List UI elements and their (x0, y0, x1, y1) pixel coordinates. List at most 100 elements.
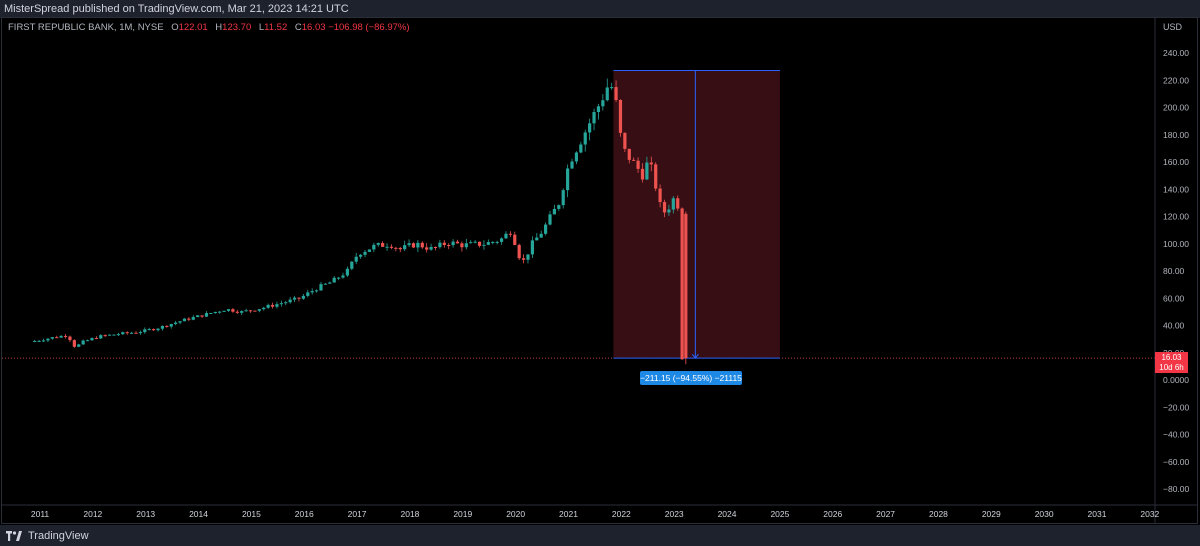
time-tick-label: 2021 (559, 509, 578, 519)
candle-body (477, 241, 482, 246)
candle-body (469, 242, 473, 244)
candle-body (130, 332, 134, 334)
candle-body (592, 112, 596, 124)
measure-label[interactable]: −211.15 (−94.55%) −21115 (640, 371, 742, 385)
candle-body (570, 161, 574, 169)
candle-body (372, 244, 376, 250)
candle-body (403, 245, 407, 250)
symbol-name[interactable]: FIRST REPUBLIC BANK, 1M, NYSE (8, 22, 164, 33)
time-tick-label: 2031 (1088, 509, 1107, 519)
price-tick-label: 40.00 (1163, 321, 1185, 331)
measure-area (613, 70, 780, 359)
candles (33, 78, 688, 365)
time-tick-label: 2022 (612, 509, 631, 519)
candle-body (442, 242, 446, 246)
candle-body (297, 297, 301, 299)
candle-body (376, 243, 380, 245)
close-label: C (294, 22, 302, 33)
time-tick-label: 2018 (400, 509, 419, 519)
time-tick-label: 2027 (876, 509, 895, 519)
price-tick-label: 180.00 (1163, 130, 1189, 140)
candle-body (85, 340, 90, 342)
price-tick-label: 160.00 (1163, 157, 1189, 167)
footer-brand[interactable]: TradingView (28, 529, 89, 542)
candle-body (473, 241, 477, 243)
candle-body (222, 310, 226, 312)
candle-body (63, 335, 68, 337)
candle-body (447, 245, 451, 247)
candle-body (566, 168, 570, 191)
candle-body (226, 309, 231, 311)
candle-body (451, 241, 455, 246)
time-tick-label: 2015 (242, 509, 261, 519)
candle-body (429, 246, 433, 250)
candle-body (345, 268, 350, 276)
candle-body (253, 310, 257, 312)
candle-body (658, 188, 662, 203)
high-value: 123.70 (222, 22, 252, 33)
candle-body (508, 233, 512, 235)
candle-body (156, 328, 160, 331)
price-tick-label: −20.00 (1163, 402, 1190, 412)
candle-body (244, 310, 248, 312)
candle-body (55, 337, 59, 339)
candle-body (301, 295, 305, 299)
candle-body (433, 246, 438, 248)
price-tick-label: −40.00 (1163, 430, 1190, 440)
candle-body (182, 318, 187, 322)
candle-body (645, 162, 649, 180)
candle-body (649, 162, 653, 165)
candle-body (72, 340, 76, 347)
candle-body (169, 324, 173, 327)
symbol-legend: FIRST REPUBLIC BANK, 1M, NYSE O122.01 H1… (8, 22, 410, 33)
low-value: 11.52 (264, 22, 288, 33)
publisher-bar: MisterSpread published on TradingView.co… (0, 0, 1200, 18)
candle-body (314, 290, 319, 292)
time-tick-label: 2017 (348, 509, 367, 519)
candle-body (407, 243, 411, 246)
time-tick-label: 2019 (453, 509, 472, 519)
candle-body (561, 190, 565, 206)
tradingview-logo-icon (6, 530, 22, 541)
candle-body (610, 87, 614, 89)
candle-body (482, 244, 486, 246)
candle-body (618, 99, 623, 133)
time-tick-label: 2011 (31, 509, 50, 519)
price-tick-label: −60.00 (1163, 457, 1190, 467)
candle-body (354, 256, 358, 262)
candle-body (112, 334, 116, 336)
candle-body (513, 234, 517, 245)
candle-body (460, 243, 464, 248)
candle-body (420, 242, 424, 248)
price-tick-label: 0.0000 (1163, 375, 1189, 385)
candle-body (213, 311, 217, 314)
chart-frame[interactable] (1, 17, 1198, 524)
time-tick-label: 2024 (718, 509, 737, 519)
candle-body (121, 332, 125, 335)
candle-body (41, 340, 46, 342)
candle-body (319, 284, 323, 291)
candle-body (284, 302, 288, 304)
candle-body (143, 329, 147, 333)
candle-body (389, 246, 394, 248)
candle-body (552, 208, 557, 215)
candle-body (332, 277, 336, 283)
candle-body (147, 329, 151, 331)
candle-body (248, 310, 253, 312)
candle-body (491, 241, 495, 243)
candle-body (50, 337, 54, 339)
candle-body (33, 341, 37, 343)
candle-body (517, 244, 521, 259)
candle-body (526, 254, 530, 260)
candle-body (676, 198, 680, 209)
candle-body (262, 307, 266, 310)
candle-body (614, 87, 618, 100)
candle-body (671, 198, 675, 210)
candle-body (174, 322, 178, 325)
candle-body (632, 159, 636, 161)
candle-body (574, 152, 579, 162)
candle-body (684, 213, 688, 359)
measure-arrow-icon (691, 353, 699, 359)
candle-body (425, 247, 429, 250)
